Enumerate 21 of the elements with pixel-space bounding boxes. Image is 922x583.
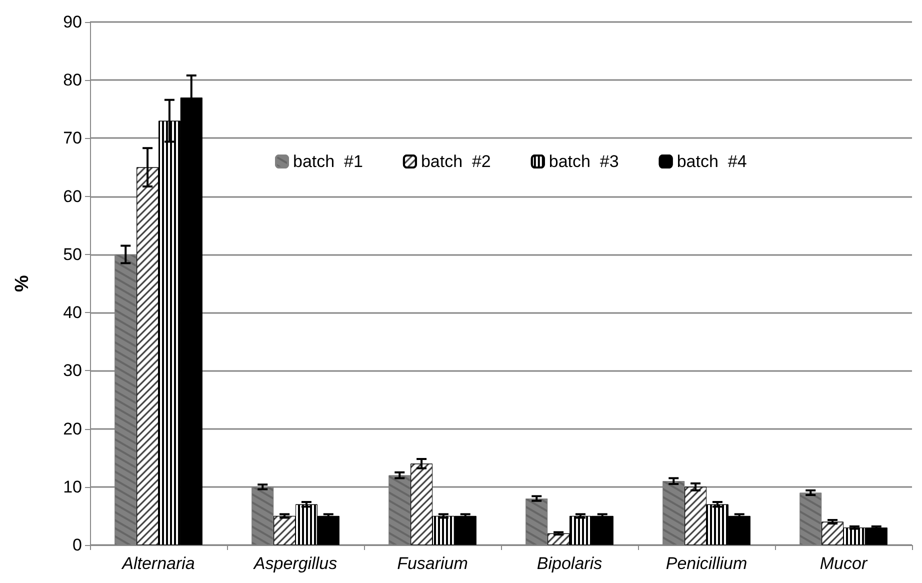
y-tick-label: 80 [63, 70, 82, 90]
x-tick-label: Penicillium [666, 554, 748, 573]
x-tick-label: Mucor [820, 554, 868, 573]
x-tick-label: Bipolaris [536, 554, 603, 573]
y-tick-label: 60 [63, 186, 82, 206]
y-tick-label: 50 [63, 244, 82, 264]
x-tick-label: Alternaria [121, 554, 195, 573]
y-tick-label: 10 [63, 477, 82, 496]
y-tick-label: 90 [63, 12, 82, 32]
legend-label: batch #2 [420, 152, 491, 171]
y-tick-label: 20 [63, 419, 82, 438]
y-tick-label: 30 [63, 361, 82, 380]
legend-label: batch #3 [548, 152, 619, 171]
y-tick-label: 0 [72, 536, 82, 554]
legend-label: batch #4 [676, 152, 747, 171]
y-tick-label: 70 [63, 128, 82, 148]
y-tick-label: 40 [63, 303, 82, 322]
legend-label: batch #1 [293, 152, 363, 171]
y-axis-title: % [12, 274, 33, 292]
x-tick-label: Aspergillus [252, 554, 338, 573]
x-tick-label: Fusarium [397, 554, 468, 573]
